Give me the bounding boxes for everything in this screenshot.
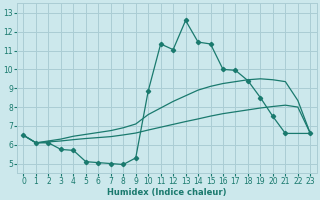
X-axis label: Humidex (Indice chaleur): Humidex (Indice chaleur) bbox=[107, 188, 227, 197]
